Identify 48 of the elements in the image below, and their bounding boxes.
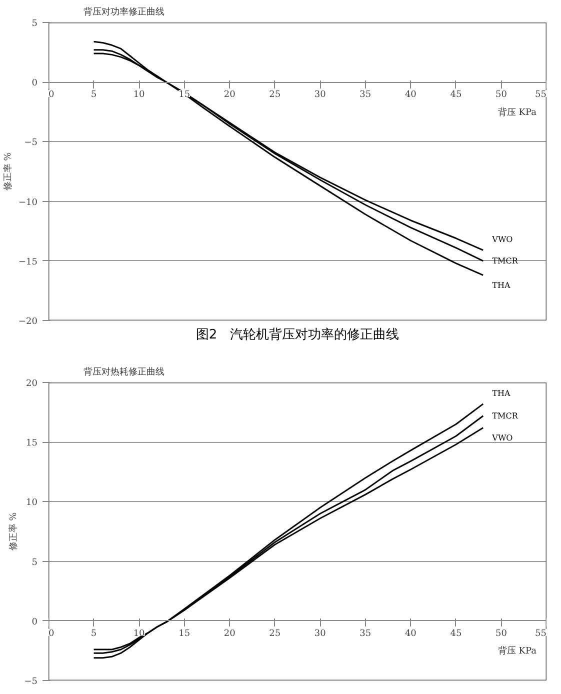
- y-tick-label: 20: [26, 379, 38, 389]
- series-label: TMCR: [492, 256, 519, 266]
- x-tick-label: 45: [450, 90, 462, 100]
- x-tick-label: 25: [269, 90, 281, 100]
- series-label: THA: [492, 389, 510, 398]
- x-tick-label: 40: [404, 628, 417, 639]
- x-tick-label: 10: [133, 628, 146, 639]
- series-label: VWO: [491, 235, 514, 244]
- x-tick-label: 5: [90, 90, 97, 100]
- x-tick-label: 25: [269, 628, 281, 639]
- x-tick-label: 30: [314, 628, 326, 639]
- y-tick-label: 15: [26, 438, 38, 449]
- y-tick-label: −5: [24, 677, 38, 687]
- x-tick-label: 50: [496, 628, 508, 639]
- x-tick-label: 30: [314, 90, 326, 100]
- chart-title: 背压对热耗修正曲线: [84, 366, 164, 378]
- y-tick-label: 0: [32, 78, 38, 89]
- y-tick-label: −20: [18, 317, 38, 327]
- x-tick-label: 35: [360, 628, 372, 639]
- x-tick-label: 0: [48, 90, 54, 100]
- x-tick-label: 15: [178, 628, 190, 639]
- x-tick-label: 20: [224, 628, 236, 639]
- x-tick-label: 55: [535, 628, 547, 639]
- x-tick-label: 45: [450, 628, 462, 639]
- y-axis-title: 修正率 %: [8, 512, 20, 551]
- x-tick-label: 35: [360, 90, 372, 100]
- x-tick-label: 55: [535, 90, 547, 100]
- x-tick-label: 40: [404, 90, 417, 100]
- x-tick-label: 5: [90, 628, 97, 639]
- series-label: VWO: [491, 434, 514, 443]
- x-tick-label: 50: [496, 90, 508, 100]
- x-axis-title: 背压 KPa: [498, 106, 538, 118]
- y-tick-label: 5: [32, 19, 38, 29]
- x-tick-label: 0: [48, 628, 54, 639]
- y-tick-label: −5: [24, 138, 38, 148]
- chart-title: 背压对功率修正曲线: [84, 6, 164, 18]
- x-tick-label: 20: [224, 90, 236, 100]
- x-tick-label: 10: [133, 90, 146, 100]
- y-axis-title: 修正率 %: [2, 152, 14, 191]
- y-tick-label: 10: [26, 498, 38, 508]
- caption: 图2 汽轮机背压对功率的修正曲线: [196, 326, 400, 342]
- y-tick-label: −10: [18, 198, 38, 208]
- y-tick-label: 5: [32, 558, 38, 568]
- y-tick-label: −15: [18, 257, 38, 268]
- x-axis-title: 背压 KPa: [498, 646, 538, 657]
- series-label: THA: [492, 281, 510, 290]
- series-label: TMCR: [492, 411, 519, 420]
- y-tick-label: 0: [32, 617, 38, 628]
